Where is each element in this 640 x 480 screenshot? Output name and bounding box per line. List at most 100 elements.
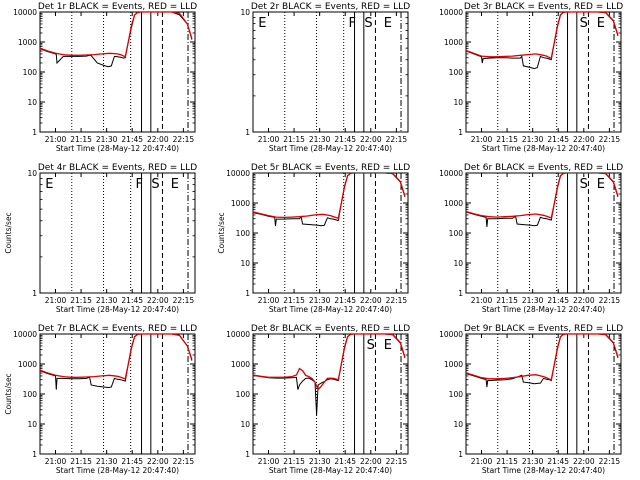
events-series-line xyxy=(40,12,193,68)
x-tick-label: 21:30 xyxy=(96,457,118,466)
y-tick-label: 1000 xyxy=(444,199,463,208)
panel-det-9r: Det 9r BLACK = Events, RED = LLD 1 10 100 10… xyxy=(439,324,623,475)
panel-title: Det 1r BLACK = Events, RED = LLD xyxy=(38,2,197,12)
phase-marker-e: E xyxy=(597,16,605,31)
panel-det-2r: Det 2r BLACK = Events, RED = LLD 1 10 21:00… xyxy=(240,2,410,153)
panel-det-7r: Det 7r BLACK = Events, RED = LLD 1 10 100 10… xyxy=(4,324,197,475)
x-tick-label: 22:00 xyxy=(573,135,595,144)
x-tick-label: 21:30 xyxy=(309,135,331,144)
panel-title: Det 5r BLACK = Events, RED = LLD xyxy=(251,163,410,173)
y-tick-label: 10 xyxy=(27,420,37,429)
x-tick-label: 22:15 xyxy=(599,457,621,466)
x-tick-label: 22:00 xyxy=(147,296,169,305)
x-tick-label: 21:00 xyxy=(45,135,67,144)
panel-det-1r: Det 1r BLACK = Events, RED = LLD 1 10 100 10… xyxy=(13,2,197,153)
x-tick-label: 21:45 xyxy=(121,457,143,466)
events-series-line xyxy=(40,334,193,390)
lld-series-line xyxy=(253,173,406,220)
y-axis-label: Counts/sec xyxy=(4,212,13,253)
y-tick-label: 10000 xyxy=(439,169,463,178)
panel-title: Det 7r BLACK = Events, RED = LLD xyxy=(38,324,197,334)
y-tick-label: 100 xyxy=(23,390,38,399)
y-tick-label: 10000 xyxy=(13,330,37,339)
x-tick-label: 21:45 xyxy=(334,296,356,305)
lld-series-line xyxy=(466,173,619,219)
y-tick-label: 10000 xyxy=(226,330,250,339)
y-axis-label: Counts/sec xyxy=(217,212,226,253)
x-axis-label: Start Time (28-May-12 20:47:40) xyxy=(482,466,605,475)
y-tick-label: 1 xyxy=(458,128,463,137)
x-tick-label: 22:00 xyxy=(573,457,595,466)
x-tick-label: 22:00 xyxy=(360,296,382,305)
phase-marker-s: S xyxy=(151,177,159,192)
y-tick-label: 10 xyxy=(240,8,250,17)
phase-marker-e: E xyxy=(171,177,179,192)
x-tick-label: 21:15 xyxy=(496,296,518,305)
x-tick-label: 22:00 xyxy=(360,135,382,144)
lld-series-line xyxy=(40,12,193,58)
x-tick-label: 21:15 xyxy=(496,457,518,466)
x-axis-label: Start Time (28-May-12 20:47:40) xyxy=(56,144,179,153)
x-tick-label: 22:00 xyxy=(147,135,169,144)
panel-title: Det 2r BLACK = Events, RED = LLD xyxy=(251,2,410,12)
phase-marker-s: S xyxy=(580,177,588,192)
x-tick-label: 22:15 xyxy=(386,296,408,305)
x-tick-label: 21:15 xyxy=(283,296,305,305)
plot-frame xyxy=(39,11,196,133)
y-tick-label: 1 xyxy=(32,289,37,298)
x-axis-label: Start Time (28-May-12 20:47:40) xyxy=(482,144,605,153)
x-tick-label: 21:00 xyxy=(471,457,493,466)
phase-marker-s: S xyxy=(367,338,375,353)
x-tick-label: 21:30 xyxy=(96,296,118,305)
events-series-line xyxy=(253,334,406,416)
y-tick-label: 10 xyxy=(27,169,37,178)
x-tick-label: 21:15 xyxy=(283,457,305,466)
y-tick-label: 10000 xyxy=(13,8,37,17)
y-tick-label: 10 xyxy=(27,98,37,107)
x-tick-label: 21:15 xyxy=(70,457,92,466)
panel-det-6r: Det 6r BLACK = Events, RED = LLD 1 10 100 10… xyxy=(439,163,623,314)
x-tick-label: 21:00 xyxy=(258,135,280,144)
x-tick-label: 22:15 xyxy=(173,457,195,466)
x-axis-label: Start Time (28-May-12 20:47:40) xyxy=(56,466,179,475)
y-tick-label: 10000 xyxy=(439,330,463,339)
x-tick-label: 21:00 xyxy=(258,296,280,305)
phase-marker-e: E xyxy=(597,177,605,192)
x-tick-label: 21:45 xyxy=(547,296,569,305)
x-tick-label: 22:15 xyxy=(386,457,408,466)
y-tick-label: 1 xyxy=(245,289,250,298)
y-tick-label: 1 xyxy=(32,450,37,459)
y-tick-label: 1000 xyxy=(18,38,37,47)
x-tick-label: 22:15 xyxy=(599,135,621,144)
panel-title: Det 3r BLACK = Events, RED = LLD xyxy=(464,2,623,12)
x-tick-label: 21:15 xyxy=(70,135,92,144)
events-series-line xyxy=(466,173,619,227)
y-tick-label: 10 xyxy=(240,259,250,268)
y-tick-label: 1000 xyxy=(18,360,37,369)
y-tick-label: 100 xyxy=(449,229,464,238)
y-tick-label: 1000 xyxy=(444,38,463,47)
phase-marker-s: S xyxy=(364,16,372,31)
lld-series-line xyxy=(466,334,619,381)
events-series-line xyxy=(253,173,406,227)
x-tick-label: 21:45 xyxy=(547,457,569,466)
phase-marker-s: S xyxy=(580,16,588,31)
y-tick-label: 1000 xyxy=(231,360,250,369)
x-tick-label: 21:45 xyxy=(334,457,356,466)
x-tick-label: 21:00 xyxy=(45,457,67,466)
panel-det-3r: Det 3r BLACK = Events, RED = LLD 1 10 100 10… xyxy=(439,2,623,153)
panel-det-4r: Det 4r BLACK = Events, RED = LLD 1 10 Count… xyxy=(4,163,197,314)
x-tick-label: 21:00 xyxy=(471,135,493,144)
y-tick-label: 10 xyxy=(453,98,463,107)
x-tick-label: 21:30 xyxy=(309,296,331,305)
x-axis-label: Start Time (28-May-12 20:47:40) xyxy=(269,144,392,153)
phase-marker-e: E xyxy=(45,177,53,192)
x-tick-label: 21:00 xyxy=(45,296,67,305)
panel-title: Det 8r BLACK = Events, RED = LLD xyxy=(251,324,410,334)
y-tick-label: 100 xyxy=(449,68,464,77)
y-tick-label: 1 xyxy=(458,450,463,459)
plot-frame xyxy=(39,333,196,455)
x-tick-label: 21:15 xyxy=(496,135,518,144)
lld-series-line xyxy=(253,334,406,391)
x-axis-label: Start Time (28-May-12 20:47:40) xyxy=(269,305,392,314)
